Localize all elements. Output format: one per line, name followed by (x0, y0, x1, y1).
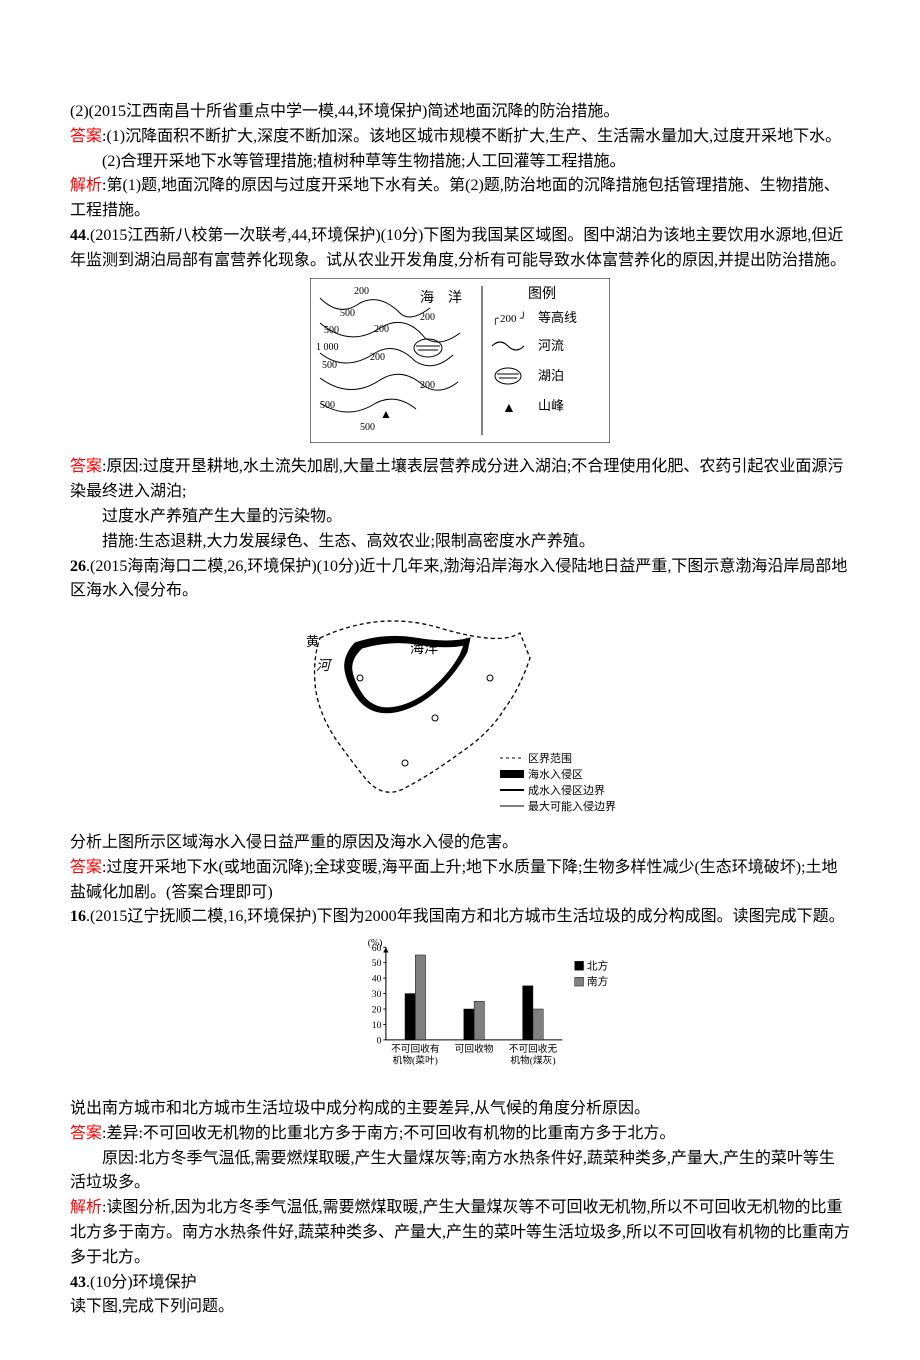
q26-num: 26 (70, 558, 86, 575)
q44-block: 44.(2015江西新八校第一次联考,44,环境保护)(10分)下图为我国某区域… (70, 224, 850, 274)
q43-prompt: .(10分)环境保护 (86, 1274, 197, 1291)
svg-text:河流: 河流 (538, 338, 564, 353)
svg-text:等高线: 等高线 (538, 310, 577, 325)
answer-label: 答案 (70, 458, 102, 475)
svg-text:200: 200 (370, 352, 385, 363)
svg-text:500: 500 (322, 360, 337, 371)
q1-expl-text: :第(1)题,地面沉降的原因与过度开采地下水有关。第(2)题,防治地面的沉降措施… (70, 177, 840, 219)
q43-block: 43.(10分)环境保护 (70, 1271, 850, 1296)
answer-label: 答案 (70, 1125, 102, 1142)
q16-after: 说出南方城市和北方城市生活垃圾中成分构成的主要差异,从气候的角度分析原因。 (70, 1097, 850, 1122)
svg-text:黄: 黄 (306, 634, 319, 649)
q26-prompt: .(2015海南海口二模,26,环境保护)(10分)近十几年来,渤海沿岸海水入侵… (70, 558, 847, 600)
svg-text:湖泊: 湖泊 (538, 368, 564, 383)
q44-answer: 答案:原因:过度开垦耕地,水土流失加剧,大量土壤表层营养成分进入湖泊;不合理使用… (70, 455, 850, 505)
svg-text:50: 50 (372, 958, 382, 969)
q1-ans2: (2)合理开采地下水等管理措施;植树种草等生物措施;人工回灌等工程措施。 (70, 150, 850, 175)
svg-text:区界范围: 区界范围 (528, 751, 572, 765)
svg-text:10: 10 (372, 1020, 382, 1031)
q26-block: 26.(2015海南海口二模,26,环境保护)(10分)近十几年来,渤海沿岸海水… (70, 555, 850, 605)
q1-answer: 答案:(1)沉降面积不断扩大,深度不断加深。该地区城市规模不断扩大,生产、生活需… (70, 125, 850, 150)
svg-text:20: 20 (372, 1005, 382, 1016)
q1-explanation: 解析:第(1)题,地面沉降的原因与过度开采地下水有关。第(2)题,防治地面的沉降… (70, 174, 850, 224)
sea-intrusion-svg: 河 黄 海洋 区界范围 海水入侵区 成水入侵区边界 最大可能入侵边界 (300, 608, 620, 818)
q43-num: 43 (70, 1274, 86, 1291)
svg-text:200: 200 (420, 380, 435, 391)
explanation-label: 解析 (70, 1199, 102, 1216)
q43-after: 读下图,完成下列问题。 (70, 1295, 850, 1320)
q16-answer: 答案:差异:不可回收无机物的比重北方多于南方;不可回收有机物的比重南方多于北方。 (70, 1122, 850, 1147)
svg-text:图例: 图例 (528, 286, 556, 302)
q16-num: 16 (70, 908, 86, 925)
q26-figure: 河 黄 海洋 区界范围 海水入侵区 成水入侵区边界 最大可能入侵边界 (70, 608, 850, 827)
q44-ans3: 措施:生态退耕,大力发展绿色、生态、高效农业;限制高密度水产养殖。 (70, 530, 850, 555)
svg-text:200: 200 (420, 312, 435, 323)
svg-text:200: 200 (374, 324, 389, 335)
q16-prompt: .(2015辽宁抚顺二模,16,环境保护)下图为2000年我国南方和北方城市生活… (86, 908, 845, 925)
svg-text:500: 500 (360, 422, 375, 433)
q26-answer: 答案:过度开采地下水(或地面沉降);全球变暖,海平面上升;地下水质量下降;生物多… (70, 856, 850, 906)
svg-text:▲: ▲ (502, 401, 516, 416)
q16-ans2: 原因:北方冬季气温低,需要燃煤取暖,产生大量煤灰等;南方水热条件好,蔬菜种类多,… (70, 1147, 850, 1197)
map-contour-svg: ▲ 200 500 500 200 1 000 200 500 500 200 … (310, 278, 610, 443)
svg-text:30: 30 (372, 989, 382, 1000)
svg-text:╯: ╯ (519, 311, 527, 325)
svg-text:1 000: 1 000 (316, 342, 339, 353)
svg-text:北方: 北方 (587, 959, 608, 972)
q1-ans1: :(1)沉降面积不断扩大,深度不断加深。该地区城市规模不断扩大,生产、生活需水量… (102, 128, 841, 145)
svg-text:▲: ▲ (380, 407, 392, 421)
svg-text:海 洋: 海 洋 (420, 290, 462, 306)
q16-expl: :读图分析,因为北方冬季气温低,需要燃煤取暖,产生大量煤灰等不可回收无机物,所以… (70, 1199, 850, 1266)
q26-ans: :过度开采地下水(或地面沉降);全球变暖,海平面上升;地下水质量下降;生物多样性… (70, 859, 838, 901)
svg-text:机物(菜叶): 机物(菜叶) (393, 1054, 438, 1067)
explanation-label: 解析 (70, 177, 102, 194)
svg-text:500: 500 (320, 400, 335, 411)
svg-text:不可回收无: 不可回收无 (509, 1042, 558, 1055)
svg-text:机物(煤灰): 机物(煤灰) (510, 1054, 555, 1067)
svg-text:不可回收有: 不可回收有 (391, 1042, 440, 1055)
svg-text:40: 40 (372, 974, 382, 985)
svg-text:南方: 南方 (587, 975, 608, 988)
svg-text:成水入侵区边界: 成水入侵区边界 (528, 784, 605, 797)
q16-chart: (%)0102030405060不可回收有机物(菜叶)可回收物不可回收无机物(煤… (70, 934, 850, 1093)
svg-text:海水入侵区: 海水入侵区 (528, 767, 583, 781)
svg-text:╭: ╭ (492, 313, 499, 325)
bar-chart-svg: (%)0102030405060不可回收有机物(菜叶)可回收物不可回收无机物(煤… (330, 934, 650, 1084)
q44-ans2: 过度水产养殖产生大量的污染物。 (70, 505, 850, 530)
q44-num: 44 (70, 227, 86, 244)
q16-explanation: 解析:读图分析,因为北方冬季气温低,需要燃煤取暖,产生大量煤灰等不可回收无机物,… (70, 1196, 850, 1270)
svg-text:0: 0 (377, 1036, 382, 1047)
q44-prompt: .(2015江西新八校第一次联考,44,环境保护)(10分)下图为我国某区域图。… (70, 227, 846, 269)
svg-text:60: 60 (372, 943, 382, 954)
q1-prompt: (2)(2015江西南昌十所省重点中学一模,44,环境保护)简述地面沉降的防治措… (70, 100, 850, 125)
q44-ans1: :原因:过度开垦耕地,水土流失加剧,大量土壤表层营养成分进入湖泊;不合理使用化肥… (70, 458, 843, 500)
q16-block: 16.(2015辽宁抚顺二模,16,环境保护)下图为2000年我国南方和北方城市… (70, 905, 850, 930)
svg-text:最大可能入侵边界: 最大可能入侵边界 (528, 799, 616, 813)
svg-text:可回收物: 可回收物 (455, 1042, 494, 1055)
q26-after: 分析上图所示区域海水入侵日益严重的原因及海水入侵的危害。 (70, 831, 850, 856)
svg-text:200: 200 (354, 286, 369, 297)
svg-text:500: 500 (324, 325, 339, 336)
svg-text:山峰: 山峰 (538, 398, 564, 413)
svg-text:500: 500 (340, 308, 355, 319)
answer-label: 答案 (70, 128, 102, 145)
answer-label: 答案 (70, 859, 102, 876)
q44-figure: ▲ 200 500 500 200 1 000 200 500 500 200 … (70, 278, 850, 452)
document-page: (2)(2015江西南昌十所省重点中学一模,44,环境保护)简述地面沉降的防治措… (0, 0, 920, 1360)
svg-text:200: 200 (500, 313, 517, 325)
q16-ans1: :差异:不可回收无机物的比重北方多于南方;不可回收有机物的比重南方多于北方。 (102, 1125, 675, 1142)
svg-text:海洋: 海洋 (410, 641, 438, 657)
